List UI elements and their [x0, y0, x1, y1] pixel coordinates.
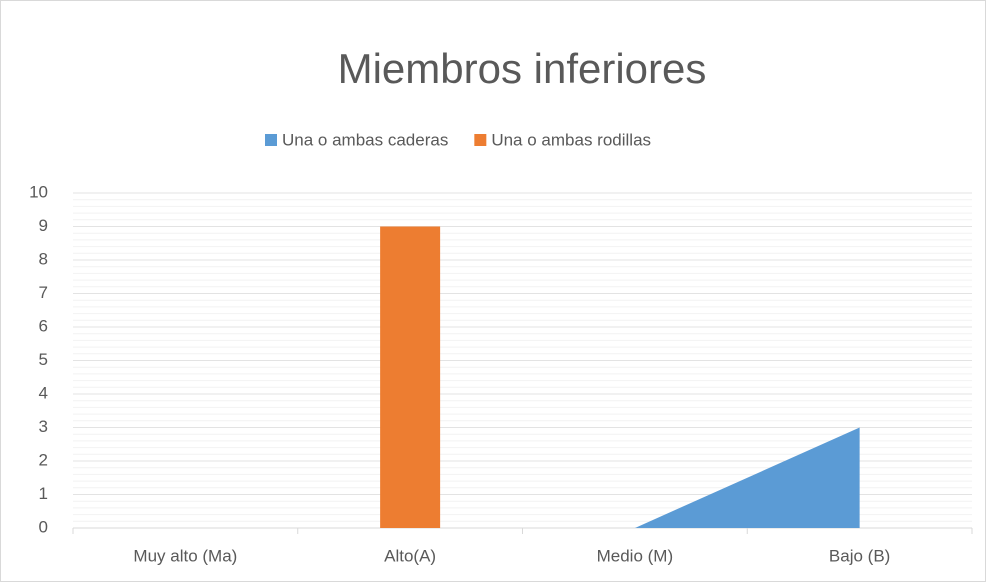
y-tick-label: 10: [29, 182, 48, 201]
y-tick-label: 9: [39, 216, 48, 235]
legend-swatch: [474, 134, 487, 146]
y-tick-label: 7: [39, 283, 48, 302]
legend-label: Una o ambas rodillas: [491, 130, 651, 149]
y-tick-label: 1: [39, 484, 48, 503]
y-tick-label: 6: [39, 316, 48, 335]
legend-label: Una o ambas caderas: [282, 130, 448, 149]
x-tick-label: Bajo (B): [829, 546, 890, 565]
y-tick-label: 8: [39, 249, 48, 268]
y-tick-label: 4: [39, 383, 48, 402]
y-tick-label: 5: [39, 350, 48, 369]
legend-swatch: [265, 134, 277, 146]
x-tick-label: Alto(A): [384, 546, 436, 565]
x-tick-label: Medio (M): [597, 546, 674, 565]
chart-title: Miembros inferiores: [338, 45, 707, 92]
y-tick-label: 2: [39, 450, 48, 469]
y-tick-label: 3: [39, 417, 48, 436]
bar: [380, 226, 441, 528]
x-tick-label: Muy alto (Ma): [133, 546, 237, 565]
y-tick-label: 0: [39, 517, 48, 536]
area: [185, 427, 860, 528]
